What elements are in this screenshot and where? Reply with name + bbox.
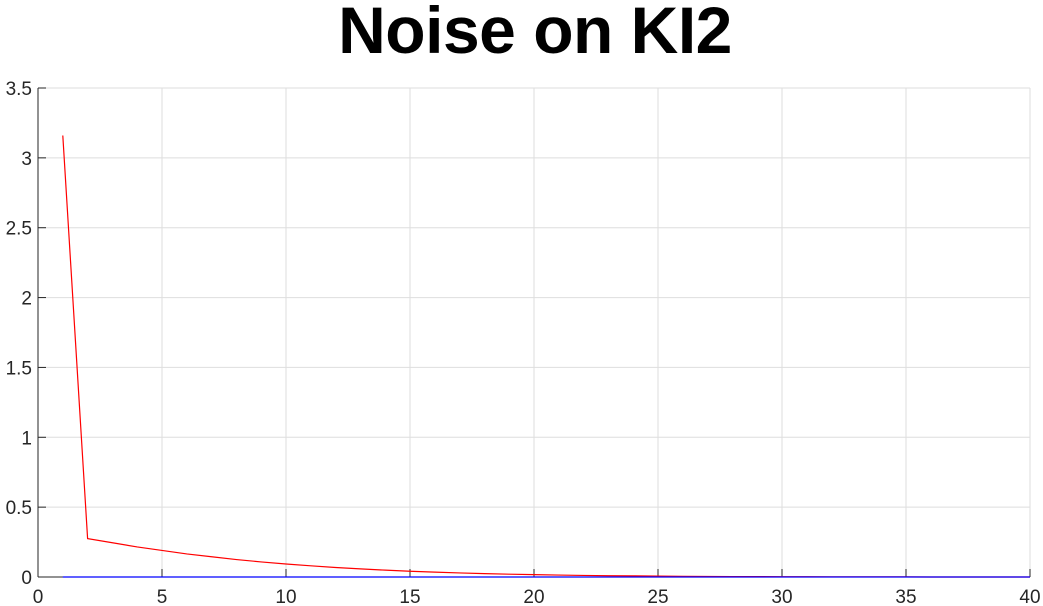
x-tick-label: 5: [157, 587, 168, 606]
y-tick-label: 3.5: [6, 79, 32, 100]
y-tick-label: 1.5: [6, 358, 32, 379]
x-tick-label: 35: [895, 587, 916, 606]
y-tick-label: 2: [21, 289, 32, 310]
grid: [37, 87, 1031, 578]
y-tick-label: 2.5: [6, 219, 32, 240]
chart-title: Noise on KI2: [338, 0, 732, 67]
x-tick-label: 0: [33, 587, 44, 606]
y-tick-label: 0.5: [6, 498, 32, 519]
x-tick-label: 10: [275, 587, 296, 606]
x-tick-label: 20: [523, 587, 544, 606]
x-tick-label: 15: [399, 587, 420, 606]
series-lines: [62, 135, 1030, 578]
series-line-1: [62, 135, 1030, 578]
x-tick-label: 25: [647, 587, 668, 606]
x-tick-label: 40: [1019, 587, 1040, 606]
x-tick-labels: 0 5 10 15 20 25 30 35 40: [33, 587, 1041, 606]
y-tick-label: 0: [21, 568, 32, 589]
y-tick-labels: 0 0.5 1 1.5 2 2.5 3 3.5: [6, 79, 32, 589]
x-tick-label: 30: [771, 587, 792, 606]
y-tick-label: 3: [21, 149, 32, 170]
y-tick-label: 1: [21, 428, 32, 449]
